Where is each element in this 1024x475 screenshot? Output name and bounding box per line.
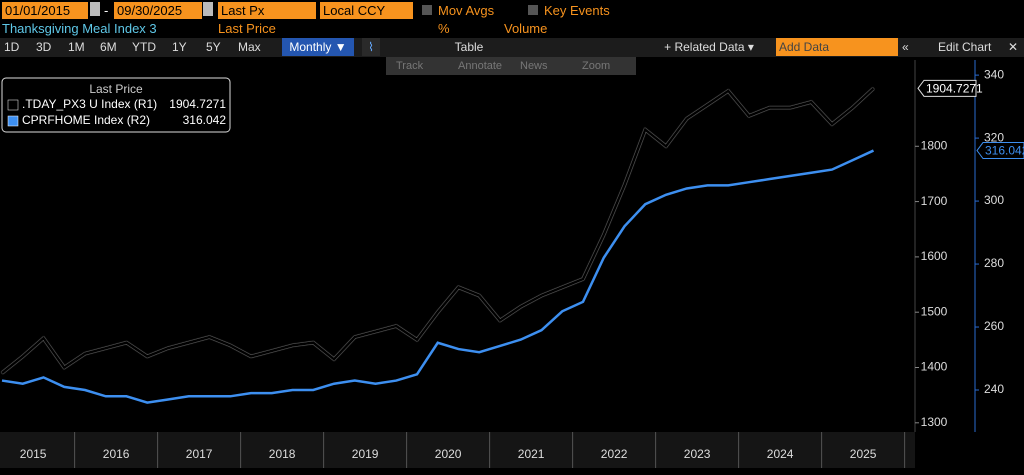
x-tick-label: 2015 xyxy=(20,447,47,461)
x-tick-label: 2024 xyxy=(767,447,794,461)
y-tick-label: 1800 xyxy=(921,138,948,152)
y-tick-label: 1400 xyxy=(921,360,948,374)
related-data[interactable]: + Related Data ▾ xyxy=(664,40,754,54)
end-date[interactable]: 09/30/2025 xyxy=(114,2,202,19)
legend-box xyxy=(1,77,231,133)
y-tick-label: 1300 xyxy=(921,415,948,429)
x-tick-label: 2016 xyxy=(103,447,130,461)
dash: - xyxy=(104,3,109,18)
pct: % xyxy=(438,21,450,36)
security-name: Thanksgiving Meal Index 3 xyxy=(2,21,157,36)
mov-avgs[interactable]: Mov Avgs xyxy=(438,3,495,18)
toolbar xyxy=(0,38,1024,57)
tag-shape xyxy=(976,142,1024,160)
key-events[interactable]: Key Events xyxy=(544,3,610,18)
y-tick-label: 1500 xyxy=(921,304,948,318)
period-button[interactable]: 1Y xyxy=(172,40,187,54)
collapse-icon[interactable]: « xyxy=(902,40,909,54)
edit-chart[interactable]: Edit Chart xyxy=(938,40,992,54)
period-button[interactable]: 5Y xyxy=(206,40,221,54)
y2-tick-label: 320 xyxy=(984,130,1004,144)
tool-button[interactable]: News xyxy=(520,60,548,72)
y2-tick-label: 260 xyxy=(984,319,1004,333)
tag-shape xyxy=(917,79,977,97)
field-label: Last Price xyxy=(218,21,276,36)
tag-value: 1904.7271 xyxy=(926,82,983,96)
x-tick-label: 2020 xyxy=(435,447,462,461)
field-select[interactable]: Last Px xyxy=(218,2,316,19)
volume-label: Volume xyxy=(504,21,548,36)
y-tick-label: 1700 xyxy=(921,194,948,208)
x-axis-band xyxy=(0,432,915,468)
x-tick-label: 2025 xyxy=(850,447,877,461)
period-button[interactable]: 1M xyxy=(68,40,85,54)
tool-bar xyxy=(386,57,636,75)
line-icon[interactable]: ⌇ xyxy=(362,38,380,56)
tool-button[interactable]: Annotate xyxy=(458,60,503,72)
series-line xyxy=(1,149,875,404)
period-button[interactable]: 1D xyxy=(4,40,20,54)
add-data[interactable]: Add Data xyxy=(776,38,898,56)
legend-value: 1904.7271 xyxy=(169,97,226,111)
checkbox[interactable] xyxy=(422,5,432,15)
last-value-tag: 316.042 xyxy=(976,142,1024,160)
start-date[interactable]: 01/01/2015 xyxy=(2,2,88,19)
currency-select[interactable]: Local CCY xyxy=(320,2,404,19)
y2-tick-label: 300 xyxy=(984,193,1004,207)
x-tick-label: 2022 xyxy=(601,447,628,461)
x-tick-label: 2021 xyxy=(518,447,545,461)
x-tick-label: 2017 xyxy=(186,447,213,461)
x-tick-label: 2019 xyxy=(352,447,379,461)
y-tick-label: 1600 xyxy=(921,249,948,263)
legend-swatch xyxy=(7,99,19,111)
y2-tick-label: 240 xyxy=(984,382,1004,396)
tag-value: 316.042 xyxy=(985,144,1024,158)
period-button[interactable]: 6M xyxy=(100,40,117,54)
tool-button[interactable]: Track xyxy=(396,60,424,72)
last-value-tag: 1904.7271 xyxy=(917,79,983,97)
legend-label: CPRFHOME Index (R2) xyxy=(22,113,150,127)
legend-label: .TDAY_PX3 U Index (R1) xyxy=(22,97,157,111)
legend-swatch xyxy=(7,115,19,127)
calendar-icon[interactable] xyxy=(203,2,213,16)
dropdown-arrow[interactable] xyxy=(401,2,413,19)
y2-tick-label: 280 xyxy=(984,256,1004,270)
checkbox[interactable] xyxy=(528,5,538,15)
period-button[interactable]: 3D xyxy=(36,40,52,54)
period-button[interactable]: YTD xyxy=(132,40,156,54)
x-tick-label: 2023 xyxy=(684,447,711,461)
table-button[interactable]: Table xyxy=(454,40,484,54)
calendar-icon[interactable] xyxy=(90,2,100,16)
series-line xyxy=(1,87,875,375)
tool-button[interactable]: Zoom xyxy=(582,60,611,72)
period-button[interactable]: Max xyxy=(238,40,261,54)
legend-title: Last Price xyxy=(89,82,143,96)
x-tick-label: 2018 xyxy=(269,447,296,461)
frequency[interactable]: Monthly ▼ xyxy=(282,38,354,56)
y2-tick-label: 340 xyxy=(984,67,1004,81)
legend-value: 316.042 xyxy=(183,113,227,127)
close-icon[interactable]: ✕ xyxy=(1008,40,1019,54)
